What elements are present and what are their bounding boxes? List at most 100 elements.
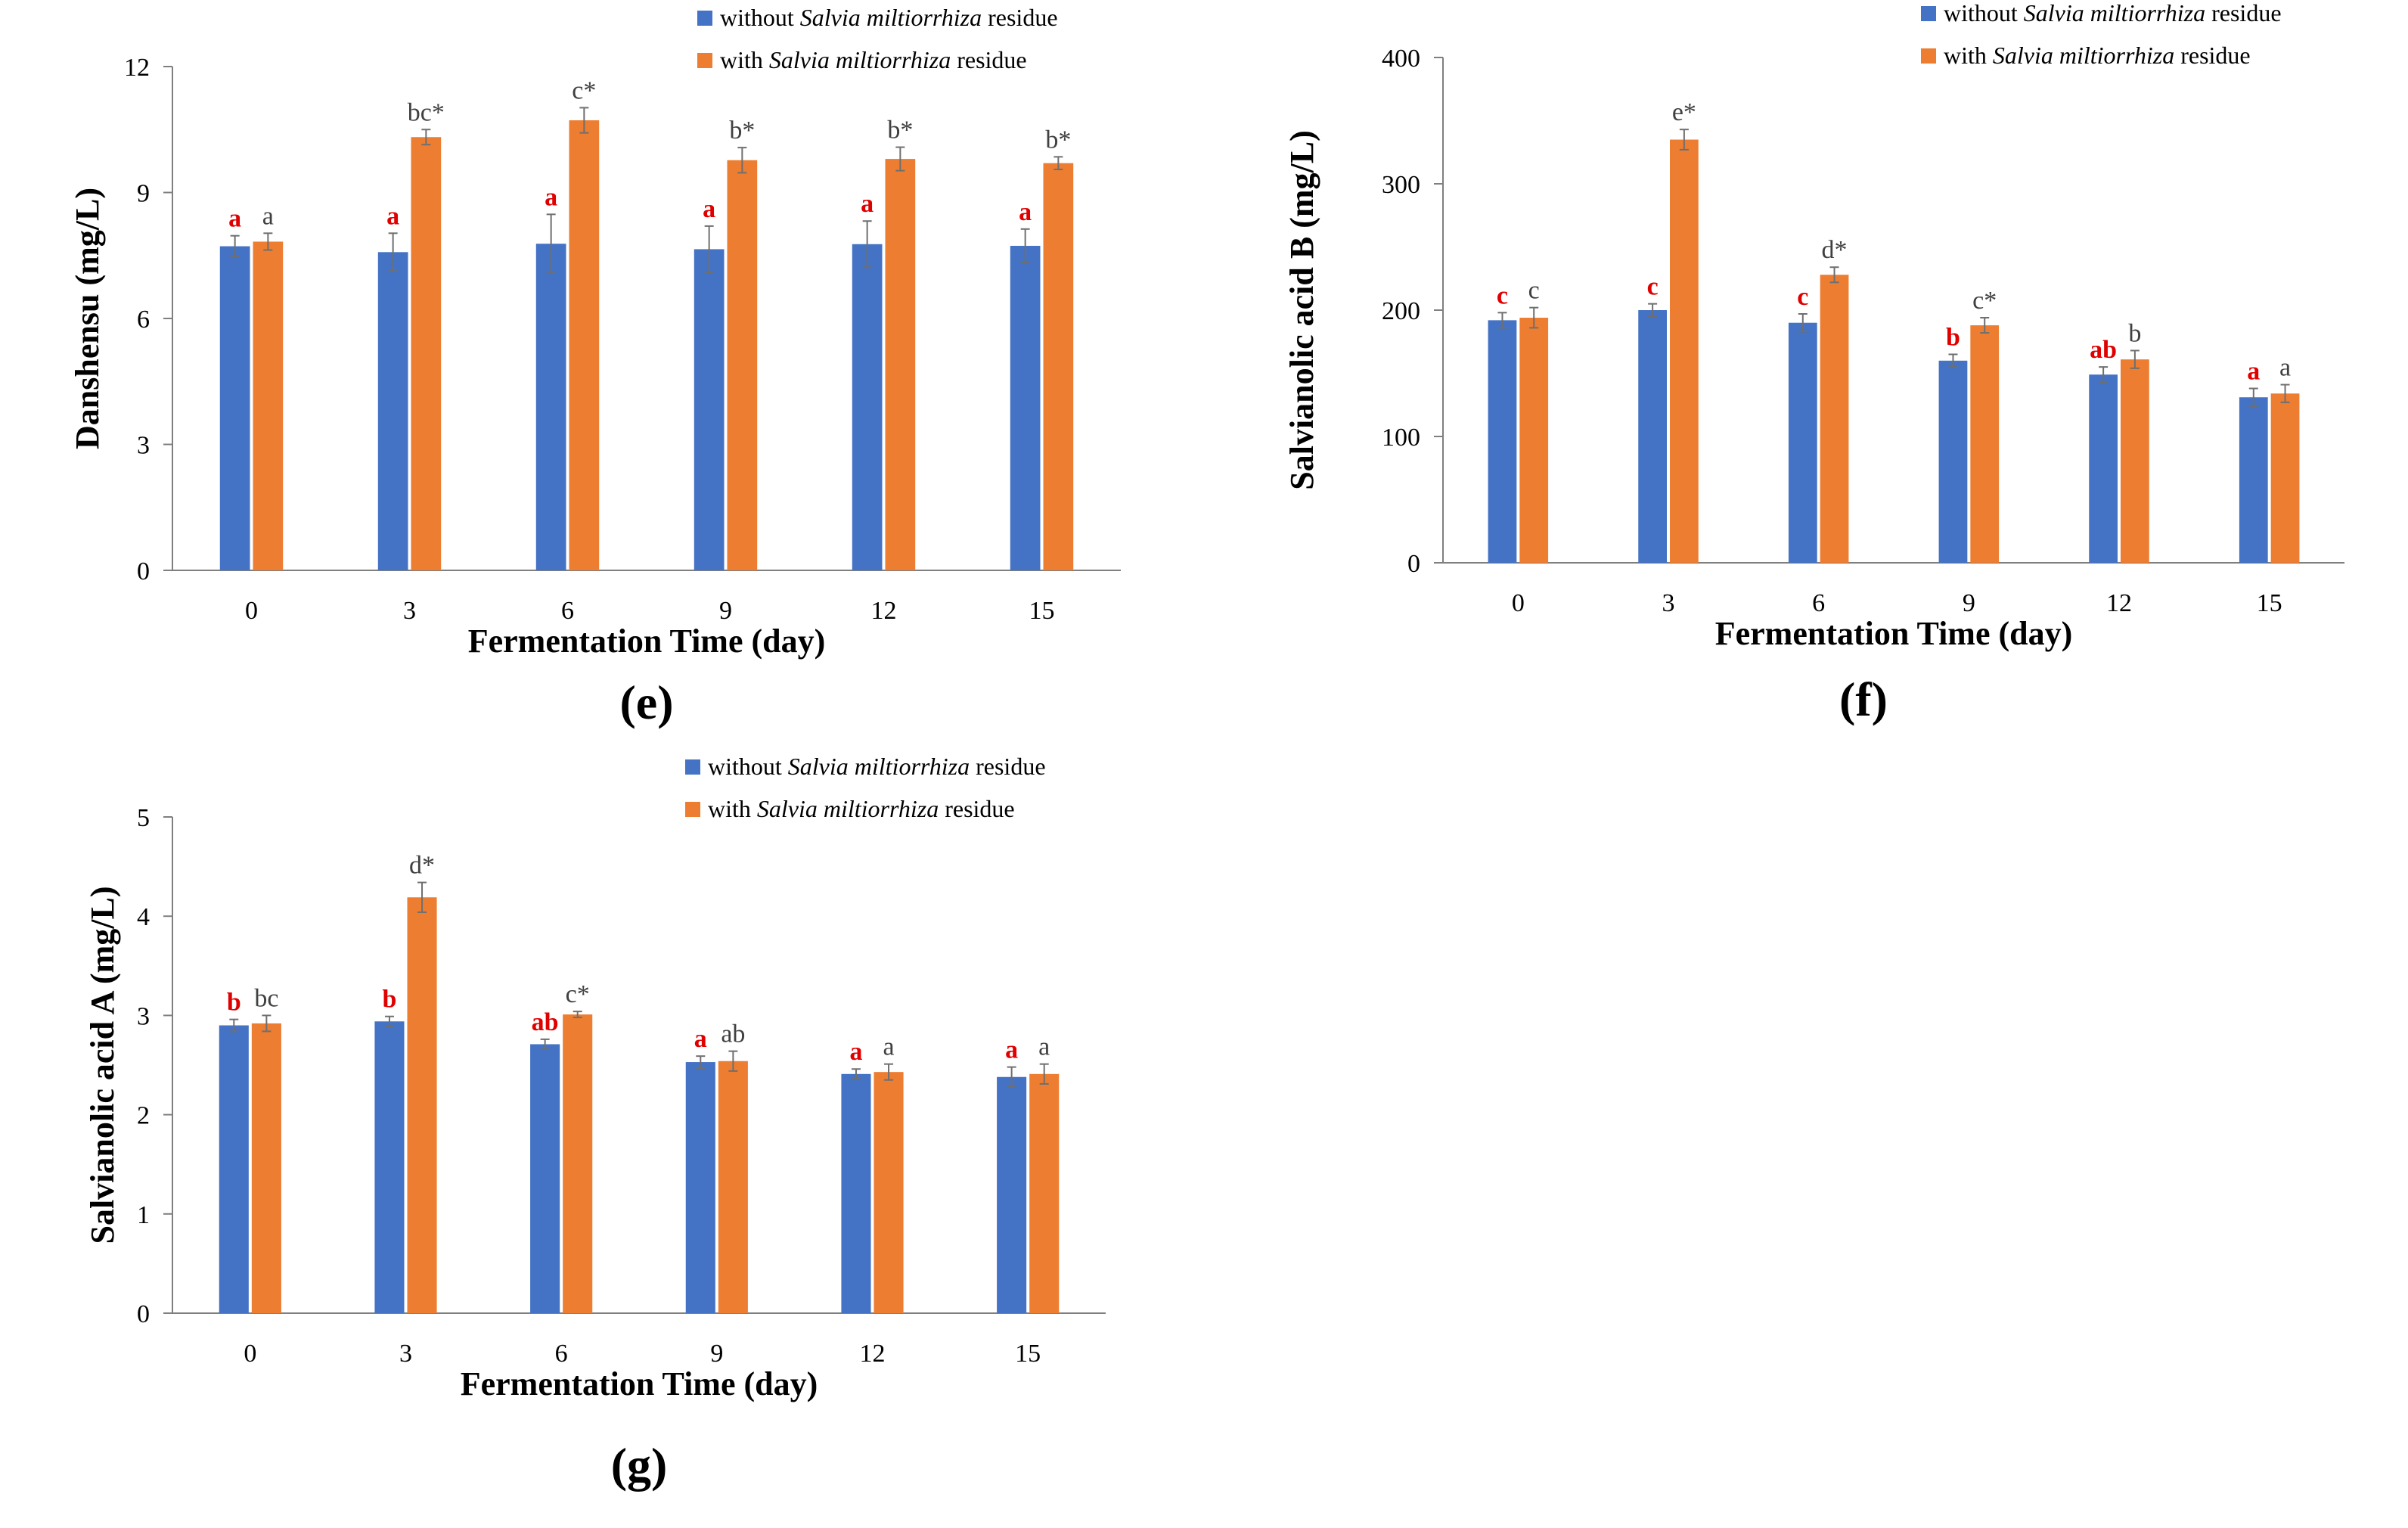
significance-label: a	[545, 183, 557, 211]
legend-entry-suffix: residue	[951, 46, 1026, 73]
x-tick-label: 15	[1015, 1340, 1041, 1368]
significance-label: a	[694, 1025, 707, 1053]
significance-label: a	[1019, 198, 1032, 226]
bar-without	[852, 244, 883, 570]
x-tick-label: 15	[2257, 589, 2282, 617]
significance-label: bc*	[408, 98, 445, 126]
legend-entry-species: Salvia miltiorrhiza	[788, 753, 970, 780]
significance-label: c*	[1972, 287, 1997, 315]
significance-label: a	[883, 1033, 894, 1061]
bar-without	[1488, 320, 1517, 563]
significance-label: b	[227, 989, 241, 1017]
bar-with	[1029, 1073, 1060, 1313]
bar-without	[2239, 397, 2268, 563]
panel-label: (e)	[619, 675, 673, 729]
bar-with	[253, 241, 284, 570]
y-tick-label: 5	[137, 804, 150, 832]
x-tick-label: 9	[710, 1340, 723, 1368]
x-axis-title: Fermentation Time (day)	[461, 1365, 818, 1402]
legend-entry: without Salvia miltiorrhiza residue	[1944, 0, 2282, 26]
legend-entry: without Salvia miltiorrhiza residue	[708, 753, 1046, 780]
legend-entry-prefix: with	[720, 46, 769, 73]
bar-with	[1670, 139, 1699, 564]
y-tick-label: 1	[137, 1201, 150, 1229]
y-tick-label: 0	[137, 1300, 150, 1328]
bar-with	[2270, 393, 2300, 563]
bar-without	[685, 1062, 715, 1313]
bar-with	[2121, 359, 2149, 563]
bar-without	[219, 1025, 249, 1313]
bar-without	[535, 244, 566, 570]
bar-without	[1938, 360, 1968, 563]
y-axis-title: Salvianolic acid A (mg/L)	[84, 886, 121, 1244]
legend-entry-species: Salvia miltiorrhiza	[769, 46, 951, 73]
legend-entry-suffix: residue	[970, 753, 1045, 780]
bar-without	[219, 246, 250, 570]
bar-with	[1820, 275, 1849, 563]
significance-label: b	[1946, 323, 1960, 351]
bar-without	[530, 1044, 560, 1313]
x-tick-label: 9	[1963, 589, 1975, 617]
y-tick-label: 0	[1407, 550, 1420, 578]
y-axis-title: Danshensu (mg/L)	[69, 188, 106, 449]
legend-entry: with Salvia miltiorrhiza residue	[1944, 42, 2251, 69]
significance-label: b*	[1045, 126, 1071, 154]
legend-swatch	[697, 53, 712, 68]
bar-with	[569, 120, 600, 571]
x-tick-label: 15	[1029, 597, 1055, 625]
significance-label: a	[861, 190, 874, 218]
y-tick-label: 300	[1382, 171, 1420, 199]
bar-with	[1519, 318, 1549, 563]
x-tick-label: 0	[1512, 589, 1525, 617]
legend-entry-species: Salvia miltiorrhiza	[800, 4, 982, 31]
legend-entry-prefix: without	[708, 753, 788, 780]
significance-label: c*	[572, 76, 596, 104]
legend-swatch	[685, 802, 700, 817]
significance-label: b	[383, 986, 397, 1014]
significance-label: c*	[566, 980, 590, 1008]
significance-label: a	[1005, 1036, 1018, 1064]
bar-without	[694, 249, 725, 570]
x-tick-label: 3	[399, 1340, 412, 1368]
x-tick-label: 0	[244, 1340, 256, 1368]
bar-without	[1010, 245, 1041, 570]
legend-entry-suffix: residue	[982, 4, 1057, 31]
legend-entry-prefix: with	[1944, 42, 1993, 69]
x-tick-label: 6	[1812, 589, 1825, 617]
panel-label: (g)	[611, 1438, 668, 1492]
y-tick-label: 3	[137, 432, 150, 460]
bar-with	[885, 159, 916, 571]
legend-entry-prefix: without	[1944, 0, 2024, 26]
bar-without	[374, 1021, 405, 1313]
legend-entry-suffix: residue	[939, 795, 1014, 822]
significance-label: bc	[254, 984, 278, 1012]
significance-label: a	[849, 1038, 862, 1066]
y-tick-label: 400	[1382, 45, 1420, 73]
significance-label: ab	[2090, 336, 2117, 364]
bar-without	[997, 1076, 1027, 1313]
x-tick-label: 12	[860, 1340, 886, 1368]
bar-without	[1788, 322, 1817, 563]
legend-entry: with Salvia miltiorrhiza residue	[708, 795, 1015, 822]
significance-label: a	[2247, 358, 2260, 386]
significance-label: c	[1497, 281, 1508, 309]
legend-entry: without Salvia miltiorrhiza residue	[720, 4, 1058, 31]
x-axis-title: Fermentation Time (day)	[1715, 615, 2073, 652]
bar-with	[1043, 163, 1074, 570]
significance-label: a	[262, 202, 274, 230]
significance-label: b	[2128, 319, 2141, 347]
legend-swatch	[697, 11, 712, 26]
bar-with	[718, 1061, 748, 1313]
y-tick-label: 100	[1382, 424, 1420, 452]
significance-label: a	[228, 205, 241, 233]
x-axis-title: Fermentation Time (day)	[468, 623, 826, 660]
y-tick-label: 12	[124, 54, 150, 82]
significance-label: c	[1797, 283, 1808, 311]
legend-entry-suffix: residue	[2174, 42, 2250, 69]
legend-entry-species: Salvia miltiorrhiza	[1993, 42, 2174, 69]
legend-entry-suffix: residue	[2205, 0, 2281, 26]
x-tick-label: 3	[403, 597, 416, 625]
legend-swatch	[1921, 48, 1936, 64]
